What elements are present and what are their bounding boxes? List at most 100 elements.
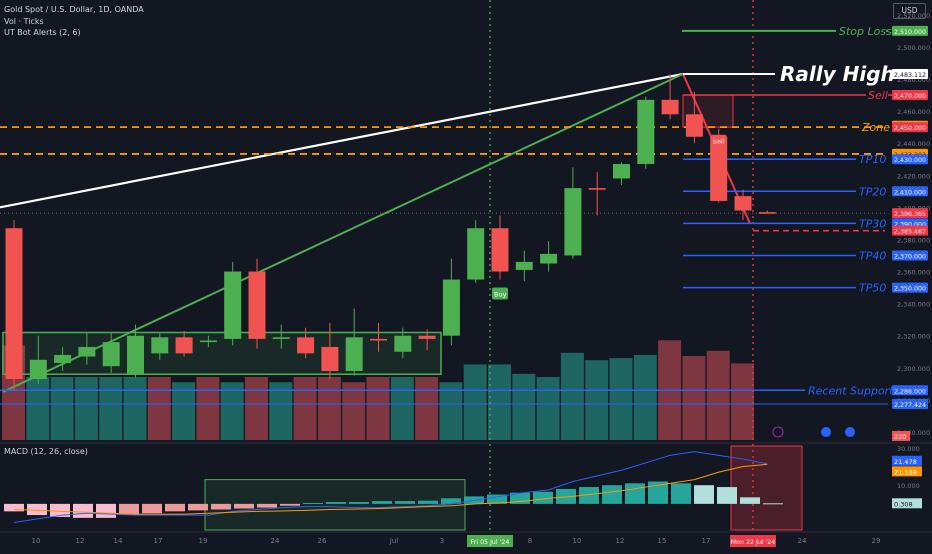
x-tick-label: 10 bbox=[573, 537, 582, 545]
macd-histogram-bar bbox=[165, 503, 185, 512]
signal-badge bbox=[710, 134, 727, 147]
x-tick-label: 24 bbox=[798, 537, 807, 545]
x-tick-label: 12 bbox=[616, 537, 625, 545]
y-tick-label: 2,500.000 bbox=[897, 44, 930, 52]
x-tick-label: 19 bbox=[199, 537, 208, 545]
macd-histogram-bar bbox=[142, 503, 162, 514]
level-label: TP50 bbox=[859, 282, 886, 295]
candle-body bbox=[564, 188, 582, 256]
volume-bar bbox=[609, 358, 633, 440]
y-tick-label: 2,480.000 bbox=[897, 76, 930, 84]
macd-histogram-bar bbox=[625, 483, 645, 504]
date-marker bbox=[730, 535, 776, 547]
white-trend-line bbox=[0, 72, 684, 209]
candle-body bbox=[297, 337, 315, 354]
candle-body bbox=[5, 228, 23, 380]
candle-body bbox=[588, 188, 606, 190]
price-tag bbox=[892, 68, 928, 79]
volume-indicator-label: Vol · Ticks bbox=[4, 17, 44, 26]
x-tick-label: 3 bbox=[440, 537, 444, 545]
price-tag-text: 2,390.000 bbox=[894, 221, 926, 228]
level-label: Zone bbox=[861, 121, 890, 134]
macd-histogram-bar bbox=[418, 500, 438, 504]
macd-histogram-bar bbox=[579, 487, 599, 504]
us-flag-icon[interactable] bbox=[845, 427, 855, 437]
y-tick-label: 2,380.000 bbox=[897, 236, 930, 244]
lightning-icon[interactable] bbox=[772, 426, 784, 438]
signal-label: Buy bbox=[494, 291, 507, 299]
volume-bar bbox=[439, 382, 463, 440]
price-tag-text: 2,396.365 bbox=[894, 211, 926, 218]
signal-line bbox=[13, 463, 768, 515]
currency-button[interactable]: USD bbox=[893, 3, 926, 19]
volume-bar bbox=[99, 377, 123, 440]
macd-tag bbox=[892, 498, 922, 509]
y-tick-label: 2,320.000 bbox=[897, 333, 930, 341]
macd-y-tick: 10.000 bbox=[897, 482, 920, 490]
macd-tag bbox=[892, 455, 922, 466]
volume-bar bbox=[706, 350, 730, 440]
y-tick-label: 2,520.000 bbox=[897, 12, 930, 20]
macd-histogram-bar bbox=[4, 503, 24, 512]
volume-bar bbox=[731, 363, 754, 440]
volume-bar bbox=[245, 377, 268, 440]
macd-histogram-bar bbox=[648, 481, 668, 504]
y-tick-label: 2,420.000 bbox=[897, 172, 930, 180]
level-label: TP30 bbox=[859, 217, 886, 230]
candle-body bbox=[224, 271, 242, 339]
volume-bar bbox=[342, 382, 366, 440]
macd-histogram-bar bbox=[533, 491, 553, 504]
price-tag-text: 2,430.000 bbox=[894, 157, 926, 164]
candle-body bbox=[442, 279, 460, 336]
macd-histogram-bar bbox=[50, 503, 70, 517]
candle-body bbox=[540, 253, 558, 264]
signal-label: Sell bbox=[713, 138, 725, 146]
level-label: Stop Loss bbox=[839, 25, 892, 38]
price-tag-text: 2,277.424 bbox=[894, 402, 926, 409]
candle-body bbox=[394, 335, 412, 352]
volume-bar bbox=[123, 377, 147, 440]
x-tick-label: 14 bbox=[114, 537, 123, 545]
price-tag-text: 2,410.000 bbox=[894, 189, 926, 196]
date-marker bbox=[467, 535, 513, 547]
candle-body bbox=[102, 342, 120, 367]
y-tick-label: 2,360.000 bbox=[897, 269, 930, 277]
macd-histogram-bar bbox=[326, 502, 346, 504]
candle-body bbox=[515, 261, 533, 270]
candle-body bbox=[54, 354, 72, 363]
level-label: TP20 bbox=[859, 185, 886, 198]
price-tag-text: 2,510.000 bbox=[894, 29, 926, 36]
macd-histogram-bar bbox=[441, 498, 461, 504]
macd-y-tick: 30.000 bbox=[897, 445, 920, 453]
volume-bar bbox=[488, 364, 511, 440]
price-tag bbox=[892, 154, 928, 165]
volume-bar bbox=[366, 377, 390, 440]
volume-bar bbox=[682, 356, 706, 440]
volume-bar bbox=[512, 373, 536, 440]
candle-body bbox=[199, 340, 217, 343]
volume-bar bbox=[463, 364, 487, 440]
candle-body bbox=[734, 196, 752, 211]
volume-bar bbox=[269, 382, 293, 440]
candle-body bbox=[29, 359, 47, 380]
macd-tag-text: 0.308 bbox=[894, 500, 913, 508]
candle-body bbox=[175, 337, 193, 354]
volume-bar bbox=[26, 377, 50, 440]
signal-badge bbox=[492, 287, 508, 300]
macd-histogram-bar bbox=[510, 492, 530, 504]
us-flag-icon[interactable] bbox=[821, 427, 831, 437]
level-label: TP10 bbox=[859, 153, 886, 166]
date-marker-text: Mon 22 Jul '24 bbox=[731, 539, 776, 546]
volume-bar bbox=[293, 377, 317, 440]
macd-histogram-bar bbox=[280, 503, 300, 506]
y-tick-label: 2,300.000 bbox=[897, 365, 930, 373]
macd-histogram-bar bbox=[487, 494, 507, 504]
macd-histogram-bar bbox=[556, 488, 576, 504]
candle-body bbox=[418, 335, 436, 339]
price-tag bbox=[892, 399, 928, 410]
price-tag bbox=[892, 282, 928, 293]
macd-histogram-bar bbox=[740, 497, 760, 504]
candle-body bbox=[345, 337, 363, 372]
volume-bar bbox=[196, 377, 220, 440]
